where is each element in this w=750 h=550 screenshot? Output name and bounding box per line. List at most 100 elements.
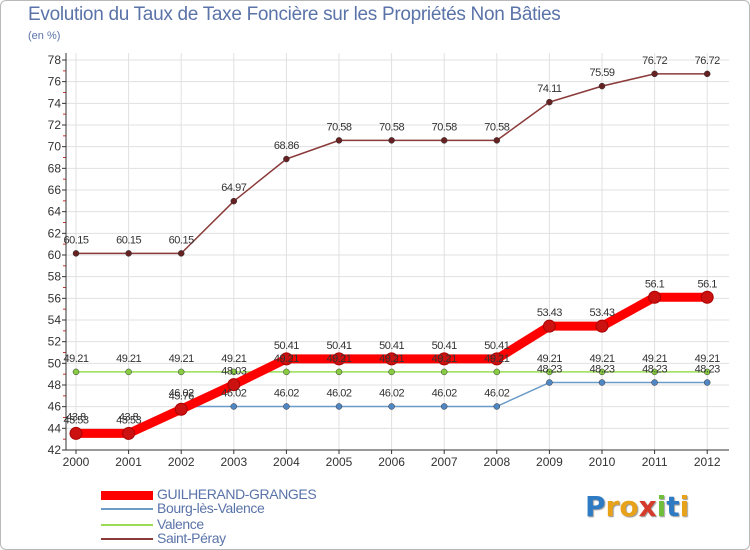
data-label: 64.97 [221, 182, 246, 194]
data-label: 46.02 [326, 387, 351, 399]
data-label: 50.41 [326, 340, 351, 352]
y-tick-label: 64 [48, 205, 62, 219]
data-point [388, 368, 395, 376]
data-label: 46.02 [169, 387, 194, 399]
legend-swatch [101, 538, 153, 540]
data-point [332, 352, 346, 366]
x-tick-label: 2010 [589, 455, 616, 469]
x-tick-label: 2007 [431, 455, 458, 469]
data-label: 43.53 [116, 414, 141, 426]
data-label: 48.03 [221, 366, 246, 378]
data-label: 48.23 [695, 364, 720, 376]
data-label: 70.58 [326, 121, 351, 133]
data-label: 46.02 [484, 387, 509, 399]
data-label: 46.02 [379, 387, 404, 399]
data-label: 70.58 [379, 121, 404, 133]
y-tick-label: 42 [48, 443, 62, 457]
data-point [122, 426, 136, 440]
data-label: 49.21 [116, 353, 141, 365]
data-point [493, 403, 501, 410]
y-tick-label: 70 [48, 140, 62, 154]
data-point [69, 426, 83, 440]
data-label: 49.21 [537, 353, 562, 365]
data-point [388, 137, 395, 144]
data-point [493, 368, 501, 376]
data-label: 60.15 [116, 234, 141, 246]
data-label: 48.23 [537, 364, 562, 376]
data-point [283, 403, 290, 410]
y-tick-label: 58 [48, 270, 62, 284]
y-tick-label: 68 [48, 161, 62, 175]
legend-swatch [101, 508, 153, 510]
proxiti-logo: Proxiti [585, 490, 690, 523]
x-tick-label: 2004 [273, 455, 300, 469]
y-tick-label: 60 [48, 248, 62, 262]
legend-swatch [101, 524, 153, 526]
data-label: 49.21 [63, 353, 88, 365]
data-label: 49.21 [274, 353, 299, 365]
data-label: 48.23 [642, 364, 667, 376]
y-tick-label: 48 [48, 378, 62, 392]
data-point [598, 379, 606, 386]
data-label: 70.58 [432, 121, 457, 133]
data-label: 49.21 [695, 353, 720, 365]
data-label: 56.1 [645, 278, 665, 290]
y-tick-label: 66 [48, 183, 62, 197]
y-tick-label: 62 [48, 226, 62, 240]
series-valence [72, 368, 711, 376]
data-label: 53.43 [537, 307, 562, 319]
data-point [542, 319, 556, 333]
data-label: 76.72 [695, 55, 720, 67]
data-point [440, 403, 448, 410]
y-axis-unit-label: (en %) [28, 30, 61, 42]
data-point [125, 250, 132, 257]
data-point [335, 403, 343, 410]
x-tick-label: 2012 [694, 455, 721, 469]
data-point [283, 368, 290, 376]
data-point [230, 197, 238, 205]
y-tick-label: 56 [48, 291, 62, 305]
data-label: 74.11 [537, 83, 562, 95]
data-label: 49.21 [484, 353, 509, 365]
series-guilherand-granges [69, 290, 714, 440]
data-label: 60.15 [63, 234, 88, 246]
x-tick-label: 2003 [220, 455, 247, 469]
data-label: 70.58 [484, 121, 509, 133]
data-point [440, 368, 448, 376]
x-tick-label: 2009 [536, 455, 563, 469]
data-label: 68.86 [274, 140, 299, 152]
data-label: 75.59 [589, 67, 614, 79]
data-point [595, 319, 609, 333]
data-point [335, 137, 343, 144]
data-point [385, 352, 399, 366]
data-point [174, 402, 188, 416]
data-label: 49.21 [169, 353, 194, 365]
y-tick-label: 46 [48, 400, 62, 414]
data-point [700, 290, 714, 304]
chart-title: Evolution du Taux de Taxe Foncière sur l… [28, 4, 561, 25]
x-tick-label: 2001 [115, 455, 142, 469]
data-label: 43.53 [63, 414, 88, 426]
y-tick-label: 50 [48, 356, 62, 370]
data-label: 53.43 [589, 307, 614, 319]
data-point [651, 70, 658, 78]
data-label: 43.8 [66, 412, 86, 424]
y-tick-label: 54 [48, 313, 62, 327]
data-label: 49.21 [589, 353, 614, 365]
y-tick-label: 74 [48, 96, 62, 110]
data-point [230, 403, 238, 410]
data-point [703, 368, 711, 376]
data-point [493, 137, 501, 144]
data-point [437, 352, 451, 366]
legend-label: GUILHERAND-GRANGES [157, 486, 317, 502]
data-point [125, 368, 132, 376]
data-point [177, 368, 185, 376]
series-saint-p-ray [72, 70, 711, 257]
data-point [703, 379, 711, 386]
data-label: 45.76 [169, 390, 194, 402]
data-point [598, 368, 606, 376]
data-label: 49.21 [432, 353, 457, 365]
y-tick-label: 44 [48, 421, 62, 435]
data-point [230, 368, 238, 376]
